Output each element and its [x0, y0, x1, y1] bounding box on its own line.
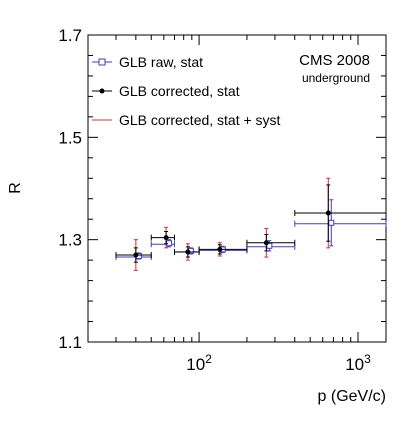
legend-marker-raw: [98, 58, 106, 66]
y-tick-label: 1.7: [58, 26, 82, 45]
y-axis-title: R: [7, 182, 24, 194]
data-marker-circle: [163, 235, 169, 241]
data-marker-circle: [217, 246, 223, 252]
data-marker-circle: [133, 252, 139, 258]
legend-label-corrected: GLB corrected, stat: [119, 83, 240, 99]
y-tick-label: 1.1: [58, 333, 82, 352]
data-marker-circle: [263, 240, 269, 246]
series-1: [115, 184, 387, 263]
x-tick-label-base: 10: [345, 355, 364, 374]
x-tick-label-exponent: 3: [364, 352, 371, 366]
data-point: [294, 184, 387, 242]
x-tick-label-base: 10: [186, 355, 205, 374]
x-tick-label: 102: [186, 352, 212, 374]
legend-label-syst: GLB corrected, stat + syst: [119, 112, 281, 128]
data-marker-circle: [185, 249, 191, 255]
data-point: [198, 244, 248, 255]
annotation-cms: CMS 2008: [299, 52, 370, 69]
data-point: [115, 247, 152, 263]
series-layer: [115, 177, 387, 271]
annotation-underground: underground: [302, 71, 370, 85]
legend-entry-corrected: GLB corrected, stat: [92, 83, 240, 99]
x-axis-ticks: 102 103: [87, 35, 371, 374]
x-tick-label-exponent: 2: [205, 352, 212, 366]
legend-entry-raw: GLB raw, stat: [92, 54, 203, 70]
series-2: [133, 177, 331, 271]
data-point: [173, 246, 200, 258]
data-point: [246, 234, 296, 252]
data-point: [246, 240, 296, 252]
legend-entry-syst: GLB corrected, stat + syst: [92, 112, 281, 128]
data-point: [150, 230, 175, 245]
data-marker-square: [166, 240, 173, 247]
legend-label-raw: GLB raw, stat: [119, 54, 203, 70]
data-marker-circle: [325, 210, 331, 216]
legend-marker-corrected: [99, 88, 105, 94]
x-tick-label: 103: [345, 352, 371, 374]
y-tick-label: 1.5: [58, 128, 82, 147]
legend: GLB raw, stat GLB corrected, stat GLB co…: [92, 54, 281, 128]
data-point: [294, 199, 387, 247]
y-tick-label: 1.3: [58, 231, 82, 250]
y-axis-ticks: 1.1 1.3 1.5 1.7: [58, 26, 386, 352]
plot-frame: [87, 34, 387, 343]
data-point: [150, 239, 175, 248]
data-marker-square: [328, 219, 335, 226]
series-0: [115, 199, 387, 261]
x-axis-title: p (GeV/c): [318, 388, 386, 405]
